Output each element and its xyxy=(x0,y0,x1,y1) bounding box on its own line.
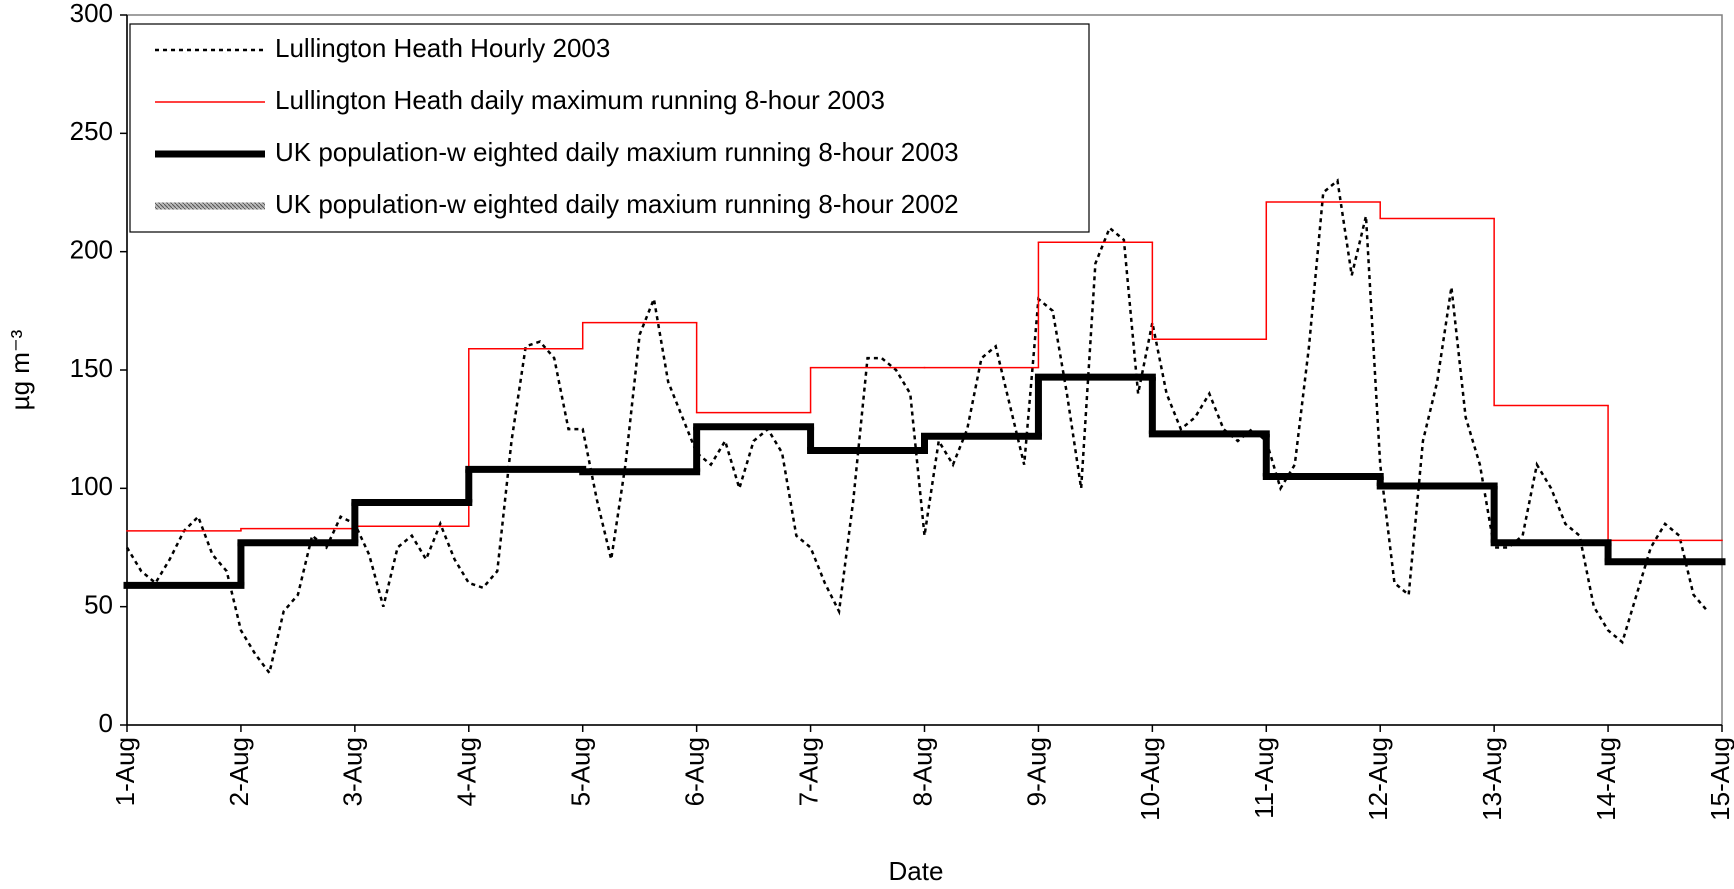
y-tick-label: 50 xyxy=(84,590,113,620)
x-tick-label: 10-Aug xyxy=(1135,737,1165,821)
y-tick-label: 300 xyxy=(70,0,113,28)
x-tick-label: 14-Aug xyxy=(1591,737,1621,821)
x-tick-label: 3-Aug xyxy=(338,737,368,806)
y-tick-label: 100 xyxy=(70,471,113,501)
legend-label: UK population-w eighted daily maxium run… xyxy=(275,189,959,219)
x-tick-label: 9-Aug xyxy=(1021,737,1051,806)
x-tick-label: 8-Aug xyxy=(907,737,937,806)
y-tick-label: 150 xyxy=(70,353,113,383)
x-tick-label: 4-Aug xyxy=(452,737,482,806)
x-tick-label: 5-Aug xyxy=(566,737,596,806)
x-tick-label: 2-Aug xyxy=(224,737,254,806)
x-tick-label: 15-Aug xyxy=(1705,737,1734,821)
legend-label: UK population-w eighted daily maxium run… xyxy=(275,137,959,167)
y-tick-label: 250 xyxy=(70,116,113,146)
legend-label: Lullington Heath Hourly 2003 xyxy=(275,33,610,63)
y-tick-label: 200 xyxy=(70,235,113,265)
hourly-line xyxy=(125,178,1709,676)
x-axis-label: Date xyxy=(889,856,944,886)
legend-label: Lullington Heath daily maximum running 8… xyxy=(275,85,885,115)
x-tick-label: 7-Aug xyxy=(793,737,823,806)
x-tick-label: 13-Aug xyxy=(1477,737,1507,821)
x-tick-label: 12-Aug xyxy=(1363,737,1393,821)
x-tick-label: 11-Aug xyxy=(1249,737,1279,819)
x-tick-label: 1-Aug xyxy=(110,737,140,806)
y-axis-label: µg m⁻³ xyxy=(5,329,35,410)
legend-box xyxy=(129,23,1090,233)
y-tick-label: 0 xyxy=(99,708,113,738)
x-tick-label: 6-Aug xyxy=(680,737,710,806)
